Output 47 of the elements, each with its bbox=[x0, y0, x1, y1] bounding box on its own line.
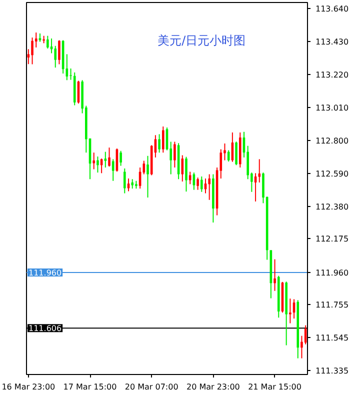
y-tick-label: 112.380 bbox=[316, 202, 349, 212]
candlestick bbox=[158, 134, 160, 154]
candlestick bbox=[58, 40, 60, 65]
candlestick bbox=[208, 174, 210, 200]
candlestick bbox=[274, 258, 276, 292]
y-tick-label: 113.010 bbox=[316, 103, 349, 112]
text: 美元/日元小时图 bbox=[158, 34, 246, 48]
candlestick bbox=[188, 171, 192, 185]
x-tick-label: 16 Mar 23:00 bbox=[2, 382, 56, 392]
x-tick-label: 17 Mar 15:00 bbox=[63, 382, 117, 392]
candlestick bbox=[131, 178, 134, 190]
candlestick bbox=[112, 158, 114, 182]
y-tick-label: 112.175 bbox=[316, 234, 349, 244]
candlestick bbox=[289, 298, 292, 324]
candlestick bbox=[124, 168, 126, 194]
candlestick bbox=[196, 177, 199, 190]
candlestick bbox=[92, 152, 96, 170]
candlestick bbox=[31, 37, 34, 65]
y-tick-label: 113.430 bbox=[316, 37, 349, 46]
candlestick bbox=[108, 147, 110, 168]
x-tick-label: 20 Mar 07:00 bbox=[124, 382, 178, 392]
ref-line-label: 111.606 bbox=[28, 324, 62, 334]
y-tick-label: 113.640 bbox=[316, 4, 349, 14]
candlestick bbox=[174, 141, 176, 168]
y-tick-label: 111.335 bbox=[316, 366, 349, 376]
y-tick-label: 111.960 bbox=[316, 268, 349, 278]
x-tick-label: 20 Mar 23:00 bbox=[186, 382, 240, 392]
y-tick-label: 112.590 bbox=[316, 169, 349, 178]
y-tick-label: 111.545 bbox=[316, 334, 349, 343]
candlestick bbox=[120, 150, 122, 166]
x-tick-label: 21 Mar 15:00 bbox=[248, 382, 302, 392]
y-tick-label: 111.755 bbox=[316, 300, 349, 310]
candlestick bbox=[185, 156, 188, 192]
y-tick-label: 113.220 bbox=[316, 70, 349, 80]
ref-line-label: 111.960 bbox=[28, 268, 62, 278]
candlestick bbox=[104, 151, 107, 168]
y-tick-label: 112.800 bbox=[316, 136, 349, 146]
candlestick bbox=[127, 178, 130, 192]
candlestick bbox=[54, 45, 57, 68]
candlestick bbox=[235, 141, 238, 166]
candlestick bbox=[96, 156, 99, 174]
candlestick bbox=[181, 154, 184, 182]
candlestick bbox=[146, 155, 149, 198]
candlestick bbox=[46, 35, 49, 50]
candlestick bbox=[200, 176, 203, 192]
candlestick bbox=[258, 158, 261, 183]
candlestick bbox=[162, 126, 164, 154]
